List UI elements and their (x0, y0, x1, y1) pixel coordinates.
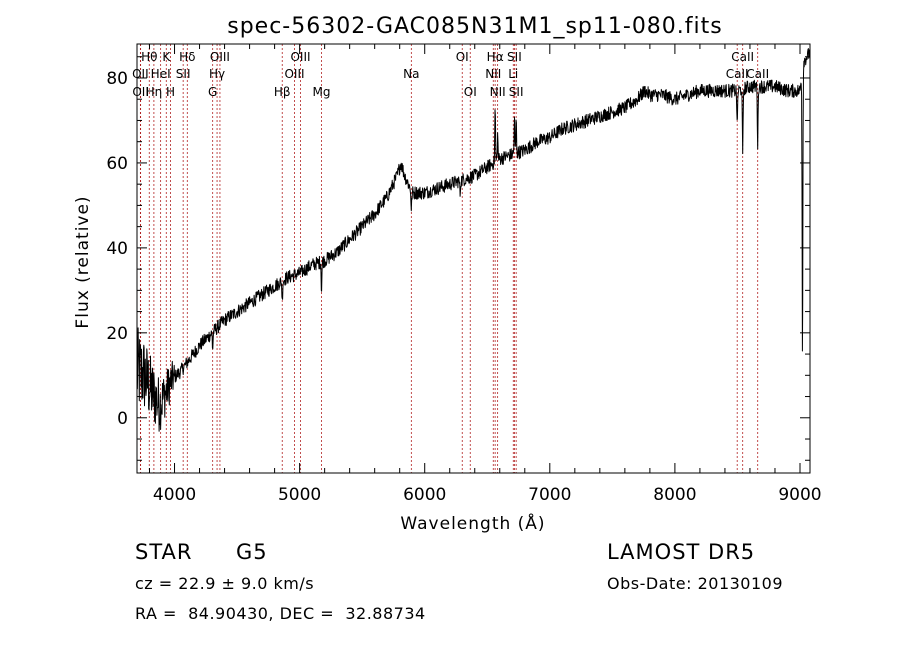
x-tick-label: 7000 (528, 485, 571, 505)
axis-ticks: 4000 5000 6000 7000 8000 9000 0 20 40 60 80 (106, 44, 822, 505)
y-axis-label: Flux (relative) (73, 195, 93, 328)
line-marker-label: Hγ (209, 67, 225, 81)
line-marker-label: OI (464, 85, 477, 99)
line-marker-label: SII (176, 67, 191, 81)
y-tick-label: 20 (106, 324, 128, 344)
line-marker-label: G (208, 85, 217, 99)
line-marker-label: H (166, 85, 175, 99)
spectrum-line (136, 48, 811, 432)
survey-name: LAMOST DR5 (607, 540, 756, 564)
coordinates: RA = 84.90430, DEC = 32.88734 (135, 604, 426, 623)
chart-title: spec-56302-GAC085N31M1_sp11-080.fits (227, 14, 723, 39)
x-tick-label: 9000 (778, 485, 821, 505)
line-marker-label: OII (132, 67, 149, 81)
line-marker-label: Mg (313, 85, 331, 99)
line-marker-label: Hβ (274, 85, 291, 99)
x-tick-label: 6000 (403, 485, 446, 505)
line-marker-label: CaII (746, 67, 769, 81)
plot-frame (136, 43, 811, 474)
line-marker-label: CaII (726, 67, 749, 81)
line-marker-label: CaII (731, 50, 754, 64)
line-marker-label: Hη (146, 85, 163, 99)
y-tick-label: 60 (106, 154, 128, 174)
y-tick-label: 40 (106, 239, 128, 259)
x-tick-label: 8000 (653, 485, 696, 505)
line-marker-label: Hδ (179, 50, 195, 64)
line-marker-label: OII (132, 85, 149, 99)
line-marker-label: SII (509, 85, 524, 99)
object-subclass: G5 (236, 540, 268, 564)
obs-date: Obs-Date: 20130109 (607, 574, 784, 593)
object-class: STAR (135, 540, 193, 564)
line-marker-label: Li (508, 67, 518, 81)
y-tick-label: 80 (106, 69, 128, 89)
line-marker-label: SII (507, 50, 522, 64)
line-marker-label: HeI (151, 67, 171, 81)
line-marker-label: OIII (284, 67, 304, 81)
line-marker-label: Na (403, 67, 419, 81)
line-marker-label: OIII (210, 50, 230, 64)
line-marker-label: K (162, 50, 171, 64)
line-marker-label: OIII (290, 50, 310, 64)
line-marker-label: NII (490, 85, 506, 99)
line-marker-label: OI (456, 50, 469, 64)
y-tick-label: 0 (117, 409, 128, 429)
redshift-readout: cz = 22.9 ± 9.0 km/s (135, 574, 315, 593)
x-axis-label: Wavelength (Å) (400, 512, 545, 534)
line-marker-label: Hα (487, 50, 504, 64)
line-marker-label: NII (485, 67, 501, 81)
x-tick-label: 4000 (153, 485, 196, 505)
line-markers (139, 44, 759, 473)
x-tick-label: 5000 (278, 485, 321, 505)
line-marker-label: Hθ (141, 50, 157, 64)
